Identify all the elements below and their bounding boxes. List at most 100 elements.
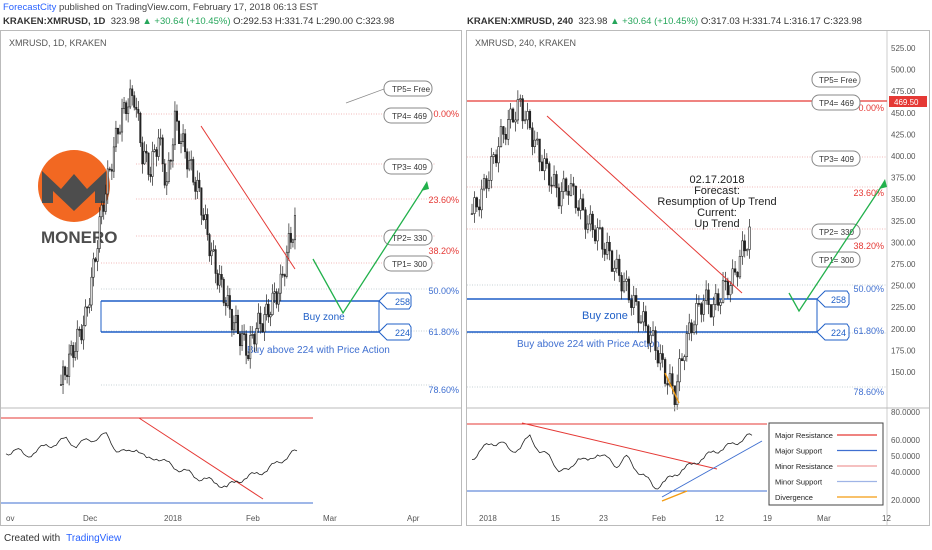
right-candle bbox=[490, 156, 493, 181]
left-candle bbox=[253, 334, 256, 345]
leftRsi-line bbox=[5, 432, 298, 489]
right-candle bbox=[581, 198, 585, 211]
left-candle bbox=[70, 345, 73, 355]
left-candles bbox=[59, 79, 296, 395]
left-candle bbox=[108, 168, 111, 171]
right-candle bbox=[574, 185, 577, 209]
right-ohlc-bar: KRAKEN:XMRUSD, 240 323.98 ▲ +30.64 (+10.… bbox=[467, 16, 862, 27]
left-x-axis: ov Dec 2018 Feb Mar Apr bbox=[6, 514, 420, 523]
left-candle bbox=[247, 355, 250, 360]
left-candle bbox=[236, 314, 240, 334]
left-last: 323.98 bbox=[110, 16, 140, 27]
right-candle bbox=[485, 178, 488, 189]
right-y-tick-8: 325.00 bbox=[891, 217, 916, 226]
right-candle bbox=[497, 146, 500, 164]
right-candle bbox=[644, 311, 647, 327]
left-candle bbox=[243, 333, 246, 335]
right-pane-title: XMRUSD, 240, KRAKEN bbox=[475, 38, 576, 48]
rightRsi-line bbox=[471, 433, 753, 490]
right-candle bbox=[685, 333, 688, 357]
right-candle bbox=[482, 178, 486, 190]
left-chart-svg[interactable]: XMRUSD, 1D, KRAKEN MONERO 0.00% 23.60% 3… bbox=[1, 31, 461, 525]
left-candle bbox=[283, 274, 286, 277]
right-tp5: TP5= Free bbox=[819, 76, 858, 85]
left-candle bbox=[139, 112, 142, 144]
left-candle bbox=[285, 251, 288, 277]
forecast-line-2: Resumption of Up Trend bbox=[657, 196, 776, 208]
left-candle bbox=[175, 110, 178, 122]
right-candle bbox=[688, 322, 691, 334]
left-candle bbox=[147, 152, 150, 175]
right-y-tick-5: 400.00 bbox=[891, 152, 916, 161]
right-tp3: TP3= 409 bbox=[819, 155, 854, 164]
left-candle bbox=[281, 273, 284, 276]
right-candle bbox=[724, 280, 727, 283]
left-candle bbox=[259, 312, 262, 325]
left-chart-pane[interactable]: XMRUSD, 1D, KRAKEN MONERO 0.00% 23.60% 3… bbox=[0, 30, 462, 526]
left-symbol[interactable]: KRAKEN:XMRUSD, 1D bbox=[3, 16, 106, 27]
left-candle bbox=[273, 291, 276, 294]
left-buy-zone-label: Buy zone bbox=[303, 312, 345, 323]
right-candle bbox=[746, 249, 749, 252]
left-candle bbox=[196, 179, 199, 192]
left-candle bbox=[289, 233, 292, 243]
left-candle bbox=[271, 292, 274, 315]
right-y-tick-13: 200.00 bbox=[891, 325, 916, 334]
left-candle bbox=[255, 328, 258, 345]
right-price-badge: 469.50 bbox=[894, 98, 919, 107]
left-candle bbox=[114, 127, 117, 148]
right-candle bbox=[709, 304, 713, 318]
left-candle bbox=[149, 174, 152, 177]
right-candle bbox=[651, 330, 655, 336]
left-fib-labels: 0.00% 23.60% 38.20% 50.00% 61.80% 78.60% bbox=[428, 109, 459, 395]
footer-tradingview-link[interactable]: TradingView bbox=[66, 533, 122, 544]
right-candle bbox=[678, 358, 681, 383]
right-candle bbox=[540, 161, 544, 172]
right-y-axis: 525.00 500.00 475.00 450.00 425.00 400.00 375.… bbox=[891, 44, 916, 377]
right-y-tick-7: 350.00 bbox=[891, 195, 916, 204]
right-candle bbox=[630, 299, 633, 308]
right-candle bbox=[622, 281, 626, 292]
right-y-tick-4: 425.00 bbox=[891, 130, 916, 139]
right-candle bbox=[731, 268, 734, 287]
brand-link[interactable]: ForecastCity bbox=[3, 2, 57, 13]
right-candle bbox=[743, 240, 746, 252]
left-candle bbox=[214, 249, 217, 274]
publish-header: ForecastCity published on TradingView.co… bbox=[3, 2, 318, 13]
left-zone-top: 258 bbox=[395, 297, 410, 307]
footer-created: Created with bbox=[4, 533, 61, 544]
left-candle bbox=[212, 249, 215, 252]
right-buy-zone: Buy zone 258 224 Buy above 224 with Pric… bbox=[467, 290, 850, 350]
right-candle bbox=[567, 190, 570, 196]
right-candle bbox=[584, 209, 587, 230]
left-candle bbox=[216, 273, 219, 286]
left-fib-label-0: 0.00% bbox=[433, 109, 459, 119]
left-x-tick-0: ov bbox=[6, 514, 14, 523]
right-y-tick-11: 250.00 bbox=[891, 282, 916, 291]
right-x-axis: 2018 15 23 Feb 12 19 Mar 12 bbox=[479, 514, 891, 523]
left-tp4: TP4= 469 bbox=[392, 112, 427, 121]
right-chart-svg[interactable]: XMRUSD, 240, KRAKEN 525.00 500.00 475.00 45… bbox=[467, 31, 929, 525]
right-chart-pane[interactable]: XMRUSD, 240, KRAKEN 525.00 500.00 475.00 45… bbox=[466, 30, 930, 526]
right-candle bbox=[654, 330, 657, 351]
left-candle bbox=[123, 102, 126, 109]
right-x-tick-0: 2018 bbox=[479, 514, 497, 523]
forecast-line-3: Current: bbox=[697, 207, 737, 219]
right-symbol[interactable]: KRAKEN:XMRUSD, 240 bbox=[467, 16, 574, 27]
left-candle bbox=[80, 329, 83, 341]
logo-text: MONERO bbox=[41, 228, 118, 247]
publish-info: published on TradingView.com, February 1… bbox=[56, 2, 319, 13]
right-fib-label-5: 78.60% bbox=[853, 387, 884, 397]
right-y-tick-1: 500.00 bbox=[891, 66, 916, 75]
left-candle bbox=[86, 306, 89, 309]
left-candle bbox=[208, 234, 211, 257]
rsi-tick-0: 80.0000 bbox=[891, 408, 920, 417]
left-candle bbox=[163, 163, 166, 186]
right-candle bbox=[591, 213, 594, 231]
left-x-tick-3: Feb bbox=[246, 514, 260, 523]
left-candle bbox=[100, 204, 103, 218]
right-candle bbox=[707, 289, 710, 305]
right-fib-label-1: 23.60% bbox=[853, 188, 884, 198]
legend-label-1: Major Support bbox=[775, 447, 823, 456]
right-candle bbox=[733, 268, 737, 273]
